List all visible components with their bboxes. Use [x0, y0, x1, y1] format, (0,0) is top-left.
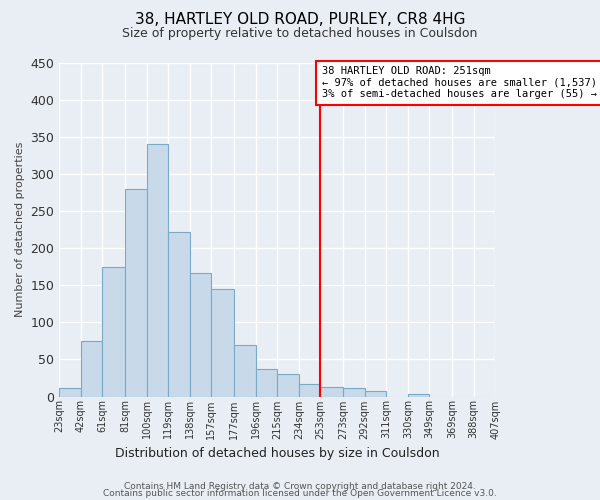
- Bar: [299, 384, 320, 396]
- Text: Size of property relative to detached houses in Coulsdon: Size of property relative to detached ho…: [122, 28, 478, 40]
- Bar: [365, 392, 386, 396]
- Bar: [81, 341, 103, 396]
- Bar: [343, 388, 365, 396]
- Y-axis label: Number of detached properties: Number of detached properties: [15, 142, 25, 317]
- Text: 38 HARTLEY OLD ROAD: 251sqm
← 97% of detached houses are smaller (1,537)
3% of s: 38 HARTLEY OLD ROAD: 251sqm ← 97% of det…: [322, 66, 596, 100]
- Bar: [190, 272, 211, 396]
- Bar: [168, 232, 190, 396]
- Bar: [103, 266, 125, 396]
- Bar: [277, 374, 299, 396]
- Bar: [408, 394, 430, 396]
- Text: Contains HM Land Registry data © Crown copyright and database right 2024.: Contains HM Land Registry data © Crown c…: [124, 482, 476, 491]
- Bar: [211, 289, 234, 397]
- Bar: [256, 369, 277, 396]
- Bar: [320, 387, 343, 396]
- Text: 38, HARTLEY OLD ROAD, PURLEY, CR8 4HG: 38, HARTLEY OLD ROAD, PURLEY, CR8 4HG: [135, 12, 465, 28]
- Bar: [125, 188, 147, 396]
- Text: Contains public sector information licensed under the Open Government Licence v3: Contains public sector information licen…: [103, 490, 497, 498]
- Bar: [59, 388, 81, 396]
- Bar: [147, 144, 168, 397]
- X-axis label: Distribution of detached houses by size in Coulsdon: Distribution of detached houses by size …: [115, 447, 440, 460]
- Bar: [234, 344, 256, 397]
